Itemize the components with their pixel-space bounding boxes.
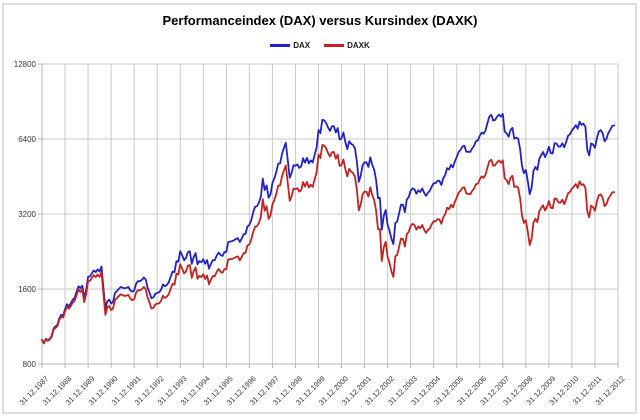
chart-title: Performanceindex (DAX) versus Kursindex …: [162, 13, 478, 28]
dax-legend-label: DAX: [293, 41, 311, 50]
legend-item-daxk: DAXK: [324, 41, 370, 50]
y-tick-label: 800: [23, 360, 37, 369]
daxk-line: [41, 143, 616, 345]
daxk-line-swatch: [324, 44, 345, 47]
y-tick-label: 3200: [18, 210, 36, 219]
y-tick-label: 6400: [18, 135, 36, 144]
dax-line-swatch: [270, 44, 291, 47]
legend-item-dax: DAX: [270, 41, 310, 50]
y-tick-label: 12800: [14, 60, 37, 69]
dax-line: [41, 113, 616, 345]
daxk-legend-label: DAXK: [347, 41, 370, 50]
chart-legend: DAX DAXK: [0, 41, 640, 50]
y-tick-label: 1600: [18, 285, 36, 294]
